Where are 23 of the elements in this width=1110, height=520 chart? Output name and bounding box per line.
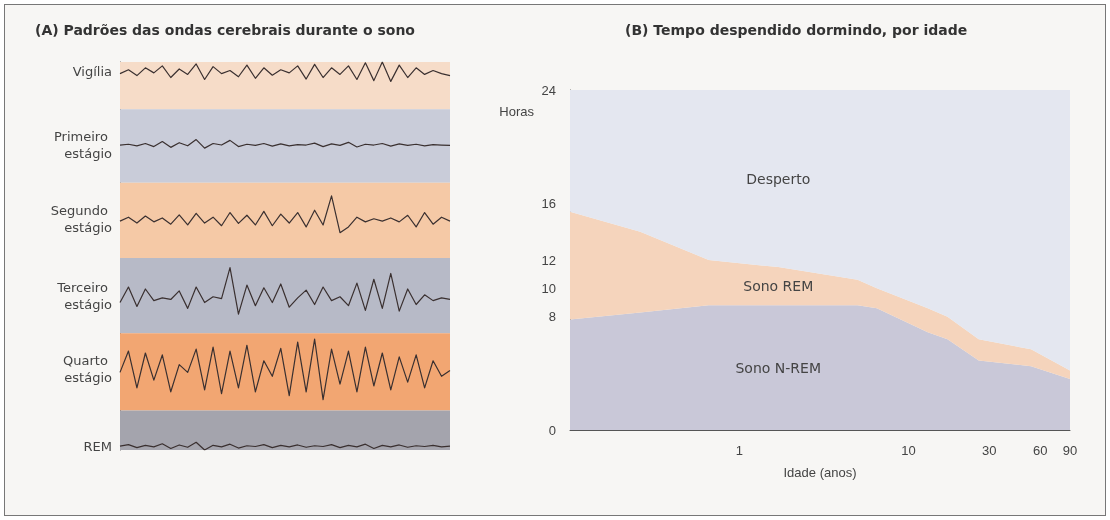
x-tick-label: 10 — [901, 443, 916, 458]
x-tick-label: 1 — [735, 443, 743, 458]
x-tick-label: 30 — [982, 443, 997, 458]
y-axis-title: Horas — [499, 104, 535, 119]
series-label: Desperto — [746, 170, 811, 187]
y-tick-label: 0 — [548, 422, 556, 438]
y-tick-label: 24 — [541, 82, 556, 98]
chart-title: (B) Tempo despendido dormindo, por idade — [625, 22, 968, 38]
x-tick-label: 90 — [1062, 443, 1078, 458]
x-tick-label: 60 — [1032, 443, 1048, 458]
series-label: Quarto estágio — [63, 353, 113, 386]
series-label: Segundo estágio — [50, 203, 113, 236]
y-tick-label: 10 — [541, 280, 556, 296]
series-label: Primeiro estágio — [54, 128, 113, 161]
series-label: Vigília — [72, 64, 112, 80]
series-label: Sono REM — [743, 278, 814, 295]
chart-title: (A) Padrões das ondas cerebrais durante o sono — [35, 22, 416, 38]
series-label: Terceiro estágio — [56, 280, 113, 313]
series-label: REM — [83, 438, 112, 454]
x-axis-title: Idade (anos) — [783, 465, 857, 480]
y-tick-label: 16 — [541, 195, 556, 211]
y-tick-label: 12 — [541, 252, 556, 268]
y-tick-label: 8 — [548, 309, 556, 325]
